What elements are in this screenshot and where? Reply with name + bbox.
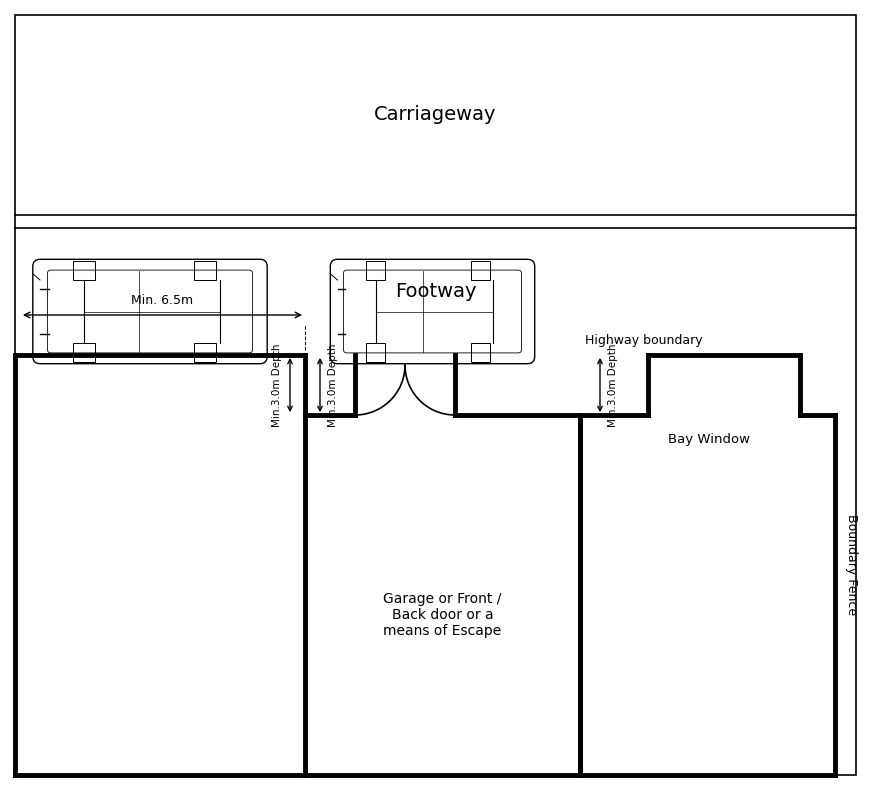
Bar bbox=[194, 343, 216, 363]
Text: Min. 6.5m: Min. 6.5m bbox=[132, 294, 193, 307]
Bar bbox=[366, 343, 385, 363]
Bar bbox=[366, 261, 385, 280]
Text: Carriageway: Carriageway bbox=[375, 105, 496, 124]
Bar bbox=[73, 343, 95, 363]
Bar bbox=[73, 261, 95, 280]
Bar bbox=[470, 343, 490, 363]
Bar bbox=[470, 261, 490, 280]
Text: Boundary Fence: Boundary Fence bbox=[845, 515, 858, 615]
Text: Min.3.0m Depth: Min.3.0m Depth bbox=[608, 343, 618, 427]
Text: Min.3.0m Depth: Min.3.0m Depth bbox=[328, 343, 338, 427]
Text: Min.3.0m Depth: Min.3.0m Depth bbox=[272, 343, 282, 427]
Text: Garage or Front /
Back door or a
means of Escape: Garage or Front / Back door or a means o… bbox=[383, 592, 502, 638]
Text: Highway boundary: Highway boundary bbox=[585, 334, 703, 347]
Text: Footway: Footway bbox=[395, 282, 476, 301]
Bar bbox=[194, 261, 216, 280]
Text: Bay Window: Bay Window bbox=[668, 433, 750, 447]
